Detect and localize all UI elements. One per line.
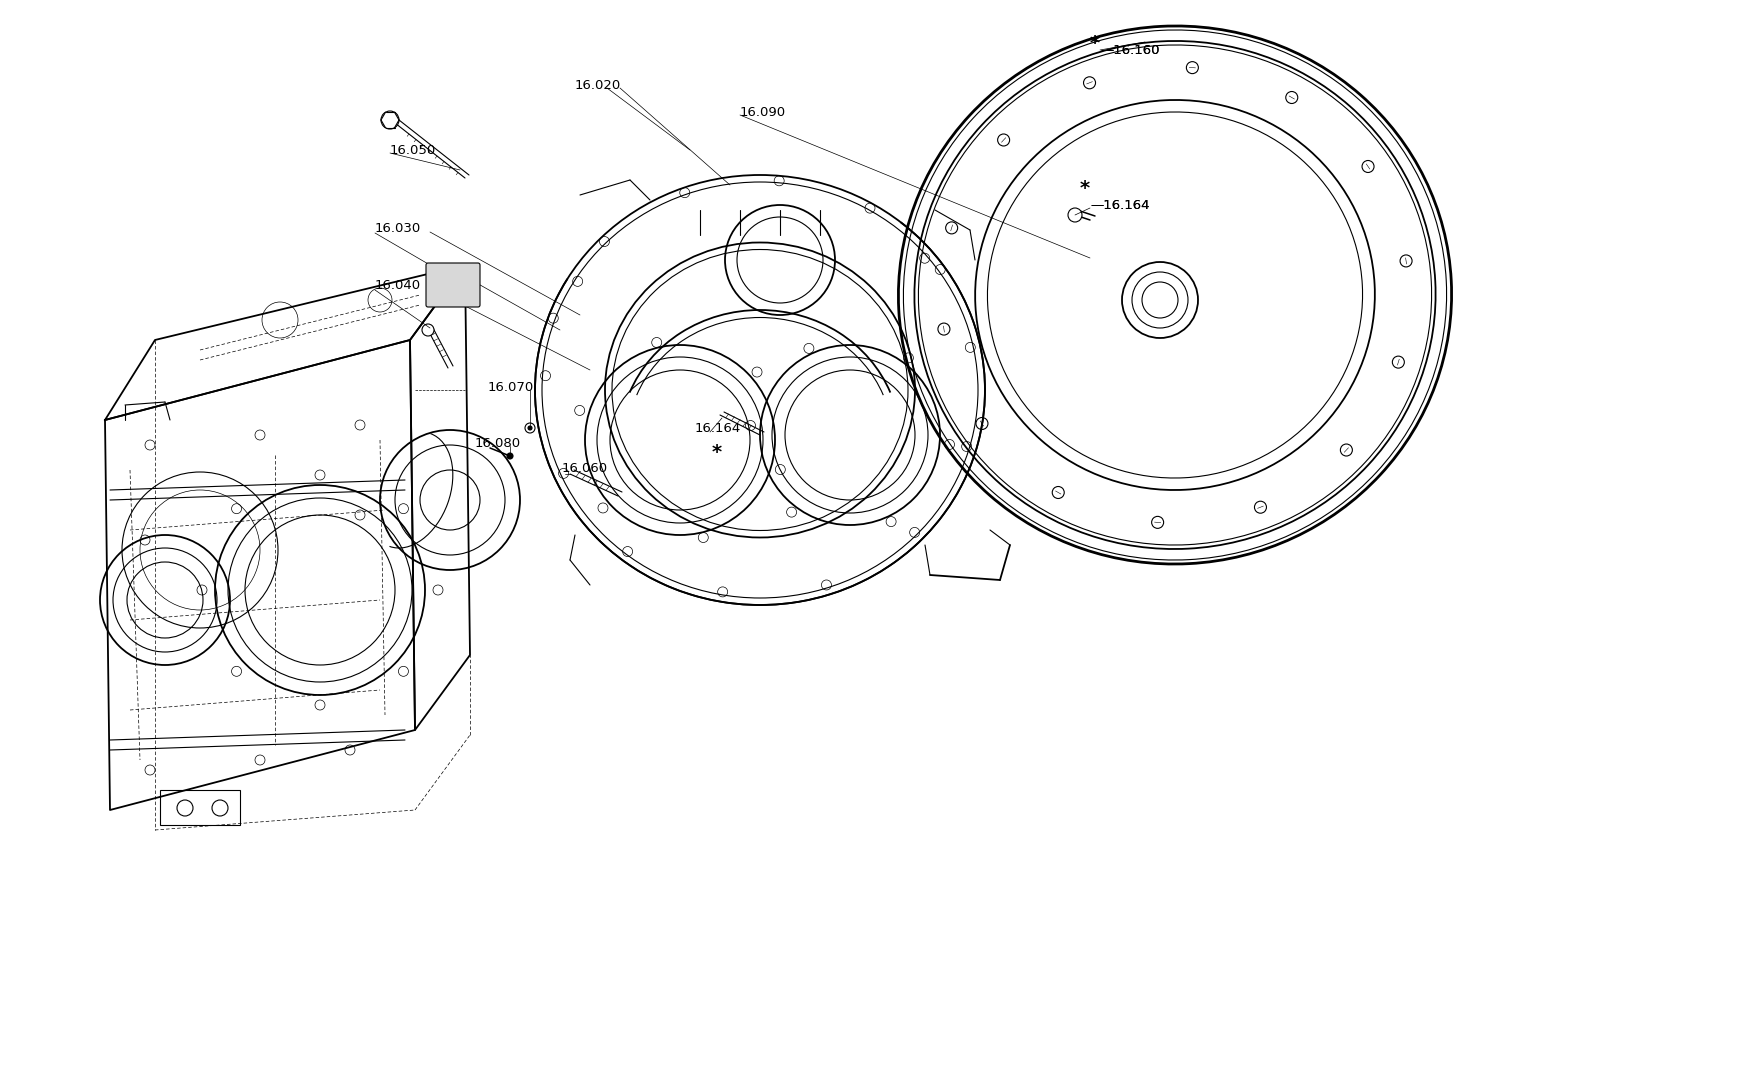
Text: 16.040: 16.040 [374, 279, 422, 291]
Text: 16.164: 16.164 [695, 422, 742, 435]
Circle shape [422, 324, 434, 336]
Bar [159, 790, 240, 825]
Circle shape [525, 423, 536, 433]
Text: *: * [1090, 34, 1101, 52]
Text: —16.164: —16.164 [1090, 198, 1150, 211]
Circle shape [382, 111, 399, 129]
Text: 16.030: 16.030 [374, 221, 422, 234]
Text: 16.060: 16.060 [562, 461, 609, 474]
Text: 16.080: 16.080 [474, 436, 522, 449]
Circle shape [528, 426, 532, 429]
Text: *: * [712, 443, 723, 461]
FancyBboxPatch shape [425, 263, 480, 307]
Text: —16.160: —16.160 [1101, 44, 1160, 57]
Text: 16.070: 16.070 [488, 380, 534, 393]
Circle shape [1068, 208, 1082, 222]
Text: —16.160: —16.160 [1101, 44, 1160, 57]
Circle shape [507, 453, 513, 459]
Text: *: * [1080, 179, 1090, 197]
Text: 16.090: 16.090 [740, 106, 786, 119]
Text: 16.020: 16.020 [576, 78, 621, 92]
Text: 16.050: 16.050 [390, 144, 436, 157]
Text: —16.164: —16.164 [1090, 198, 1150, 211]
